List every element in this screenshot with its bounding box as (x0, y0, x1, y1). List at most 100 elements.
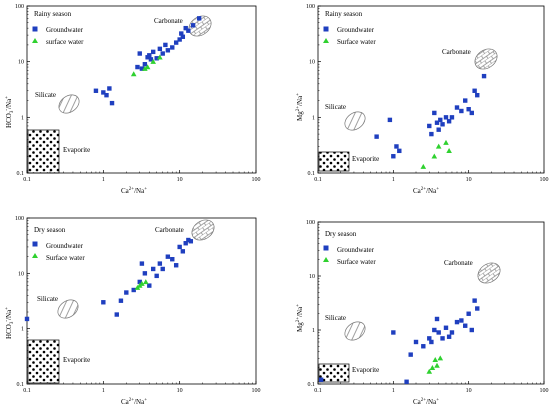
panel-4-silicate-label: Silicate (325, 314, 346, 322)
panel-1-groundwater-point (163, 42, 168, 48)
panel-4-groundwater-point (404, 379, 409, 384)
panel-3-frame (26, 217, 257, 385)
panel-1-groundwater-point (93, 88, 99, 93)
panel-1-groundwater-point (104, 92, 109, 98)
panel-4-ytick-label: 1 (312, 328, 315, 334)
panel-4-groundwater-point (475, 306, 480, 311)
panel-3-legend-surface: Surface water (46, 254, 85, 262)
panel-2-groundwater-point (391, 154, 396, 159)
panel-3-groundwater-point (118, 298, 124, 303)
panel-4-ytick-label: 100 (306, 220, 315, 226)
panel-2-frame (317, 5, 545, 174)
panel-2-groundwater-point (449, 115, 455, 120)
panel-2-ytick-label: 100 (306, 4, 315, 10)
panel-2-groundwater-point (472, 88, 477, 93)
panel-1-groundwater-point (101, 90, 106, 95)
panel-1-silicate-region (58, 94, 80, 114)
panel-3-ytick-label: 100 (15, 216, 24, 222)
panel-1-groundwater-point (180, 34, 186, 39)
panel-3-evaporite-label: Evaporite (63, 356, 90, 364)
panel-1-carbonate-region (188, 15, 212, 37)
panel-4-silicate-region (344, 321, 366, 341)
panel-2-groundwater-point (374, 134, 379, 139)
panel-1-surface-water-point (144, 64, 151, 70)
panel-3-groundwater-point (173, 263, 179, 268)
panel-1-groundwater-point (170, 45, 175, 50)
panel-1-groundwater-point (179, 31, 184, 36)
panel-4-groundwater-point (463, 323, 468, 328)
panel-2-evaporite-region (318, 151, 350, 172)
panel-2-xtick-label: 1 (392, 177, 395, 183)
panel-2-xtick-label: 10 (466, 177, 472, 183)
panel-3-ytick-label: 1 (21, 327, 24, 333)
panel-4-groundwater-point (436, 330, 441, 335)
panel-1-frame (26, 5, 257, 174)
panel-1-groundwater-point (157, 46, 163, 52)
panel-2-legend-surface: Surface water (337, 38, 376, 46)
panel-2-groundwater-point (481, 73, 487, 79)
panel-2: Rainy season Groundwater Surface water C… (296, 4, 549, 195)
panel-1-groundwater-point (137, 51, 142, 56)
panel-3-groundwater-point (183, 241, 188, 246)
panel-2-groundwater-point (440, 122, 445, 127)
panel-2-groundwater-point (466, 106, 471, 112)
panel-4-legend-triangle (323, 257, 329, 262)
panel-4-evaporite-region (318, 363, 350, 383)
panel-1-groundwater-point (196, 16, 202, 21)
panel-1-groundwater-point (147, 53, 152, 58)
panel-3-groundwater-point (160, 266, 165, 272)
panel-4-groundwater-point (449, 330, 455, 335)
panel-3-carbonate-region (191, 219, 215, 241)
panel-1-xtick-label: 0.1 (23, 177, 31, 183)
panel-2-xaxis-label: Ca2+/Na+ (413, 187, 439, 195)
panel-3-groundwater-point (139, 261, 145, 266)
panel-4-frame (317, 221, 545, 385)
panel-1-surface-water-point (142, 65, 148, 71)
panel-4-groundwater-point (408, 352, 413, 357)
panel-3-groundwater-point (180, 249, 186, 254)
panel-1-groundwater-point (135, 64, 140, 70)
panel-1-evaporite-region (27, 129, 60, 174)
panel-1-season-label: Rainy season (34, 10, 72, 18)
panel-4-evaporite-label: Evaporite (352, 366, 379, 374)
panel-1-groundwater-point (173, 40, 179, 45)
panel-2-legend-square (323, 26, 329, 32)
panel-3-groundwater-point (24, 316, 30, 322)
panel-4-groundwater-point (443, 325, 449, 330)
panel-1-groundwater-point (142, 62, 148, 67)
panel-2-surface-water-point (435, 143, 442, 149)
panel-2-silicate-region (344, 111, 366, 131)
panel-4-groundwater-point (429, 339, 434, 345)
panel-1-carbonate-label: Carbonate (154, 17, 183, 25)
panel-4-ytick-label: 10 (309, 274, 315, 280)
panel-4-groundwater-point (434, 316, 440, 322)
panel-4-xtick-label: 10 (466, 388, 472, 394)
panel-1-groundwater-point (160, 51, 165, 56)
panel-1-groundwater-point (165, 48, 171, 53)
panel-2-carbonate-region (474, 48, 498, 70)
panel-3-xtick-label: 0.1 (23, 388, 31, 394)
panel-1-surface-water-point (150, 58, 156, 64)
panel-3-groundwater-point (131, 287, 136, 293)
panel-2-legend-groundwater: Groundwater (337, 26, 375, 34)
panel-2-groundwater-point (397, 148, 402, 154)
panel-1-xaxis-label: Ca2+/Na+ (121, 187, 147, 195)
panel-4-yaxis-label: Mg2+/Na+ (296, 304, 304, 332)
panel-2-season-label: Rainy season (325, 10, 363, 18)
panel-3-xtick-label: 100 (252, 388, 261, 394)
panel-4-season-label: Dry season (325, 230, 357, 238)
panel-4-groundwater-point (413, 339, 419, 345)
panel-4-xtick-label: 0.1 (314, 388, 322, 394)
panel-4-groundwater-point (440, 336, 445, 341)
panel-2-evaporite-label: Evaporite (352, 155, 379, 163)
panel-2-yaxis-label: Mg2+/Na+ (296, 93, 304, 121)
panel-2-groundwater-point (459, 108, 464, 114)
panel-1-groundwater-point (154, 56, 159, 61)
panel-2-surface-water-point (431, 153, 438, 159)
panel-1: Rainy season Groundwater surface water C… (5, 4, 261, 195)
panel-1-surface-water-point (157, 54, 163, 60)
panel-1-legend-surface: surface water (46, 38, 84, 46)
panel-4-surface-water-point (434, 362, 440, 368)
panel-3-xaxis-label: Ca2+/Na+ (121, 398, 147, 406)
panel-2-groundwater-point (434, 120, 440, 125)
